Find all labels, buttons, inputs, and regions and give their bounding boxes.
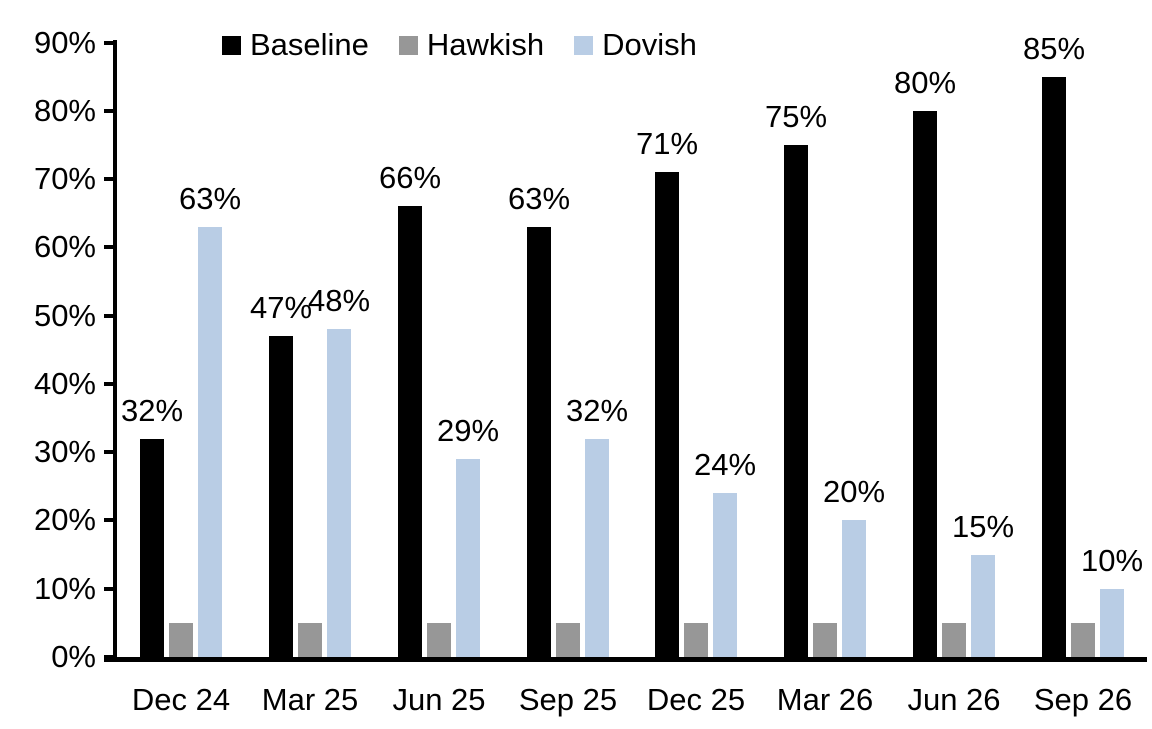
bar-hawkish-3 [556,623,580,657]
y-axis-tick [104,108,113,113]
x-axis-category-label: Dec 24 [131,682,231,717]
data-label-dovish-1: 48% [307,283,371,318]
bar-hawkish-7 [1071,623,1095,657]
data-label-baseline-7: 85% [1022,31,1086,66]
data-label-dovish-3: 32% [565,393,629,428]
y-axis-tick-label: 70% [33,161,96,197]
bar-baseline-2 [398,206,422,657]
y-axis-tick-label: 30% [33,434,96,470]
data-label-baseline-2: 66% [378,160,442,195]
bar-baseline-7 [1042,77,1066,657]
data-label-dovish-5: 20% [822,474,886,509]
data-label-baseline-6: 80% [893,65,957,100]
bar-dovish-4 [713,493,737,657]
y-axis-tick [104,586,113,591]
bar-dovish-7 [1100,589,1124,657]
bar-dovish-5 [842,520,866,657]
y-axis-tick-label: 40% [33,365,96,401]
data-label-baseline-0: 32% [120,393,184,428]
legend-swatch-dovish [574,35,594,55]
bar-hawkish-0 [169,623,193,657]
y-axis-tick [104,177,113,182]
x-axis-category-label: Sep 26 [1033,682,1133,717]
bar-baseline-1 [269,336,293,657]
y-axis-tick [104,40,113,45]
bar-baseline-0 [140,439,164,657]
data-label-baseline-5: 75% [764,99,828,134]
data-label-dovish-6: 15% [951,509,1015,544]
y-axis-tick-label: 80% [33,92,96,128]
y-axis-tick [104,381,113,386]
data-label-dovish-7: 10% [1080,543,1144,578]
legend: Baseline Hawkish Dovish [222,27,697,63]
x-axis-line [104,657,1147,662]
y-axis-tick [104,313,113,318]
x-axis-category-label: Dec 25 [646,682,746,717]
y-axis-tick-label: 20% [33,502,96,538]
legend-label: Hawkish [426,27,545,62]
y-axis-tick-label: 60% [33,229,96,265]
bar-dovish-1 [327,329,351,657]
bar-hawkish-5 [813,623,837,657]
bar-baseline-6 [913,111,937,657]
legend-item-baseline: Baseline [222,27,369,63]
bar-hawkish-2 [427,623,451,657]
y-axis-tick [104,245,113,250]
data-label-baseline-1: 47% [249,290,313,325]
y-axis-tick-label: 10% [33,570,96,606]
bar-baseline-3 [527,227,551,657]
bar-dovish-0 [198,227,222,657]
legend-label: Baseline [250,27,369,62]
data-label-dovish-4: 24% [693,447,757,482]
y-axis-tick [104,655,113,659]
bar-hawkish-1 [298,623,322,657]
x-axis-category-label: Mar 26 [776,682,874,717]
x-axis-category-label: Jun 26 [907,682,1001,717]
legend-item-dovish: Dovish [574,27,697,63]
x-axis-category-label: Mar 25 [261,682,359,717]
y-axis-tick-label: 90% [33,24,96,60]
y-axis-line [113,40,117,662]
x-axis-category-label: Sep 25 [518,682,618,717]
y-axis-tick [104,518,113,523]
legend-label: Dovish [602,27,697,62]
data-label-baseline-3: 63% [507,181,571,216]
data-label-dovish-2: 29% [436,413,500,448]
data-label-baseline-4: 71% [635,126,699,161]
bar-dovish-6 [971,555,995,657]
bar-baseline-5 [784,145,808,657]
legend-swatch-baseline [222,35,241,55]
bar-dovish-3 [585,439,609,657]
bar-baseline-4 [655,172,679,657]
y-axis-tick [104,450,113,455]
y-axis-tick-label: 50% [33,297,96,333]
bar-hawkish-6 [942,623,966,657]
y-axis-tick-label: 0% [51,639,96,674]
bar-dovish-2 [456,459,480,657]
legend-item-hawkish: Hawkish [398,27,545,63]
legend-swatch-hawkish [398,35,418,55]
bar-hawkish-4 [684,623,708,657]
x-axis-category-label: Jun 25 [392,682,486,717]
data-label-dovish-0: 63% [178,181,242,216]
